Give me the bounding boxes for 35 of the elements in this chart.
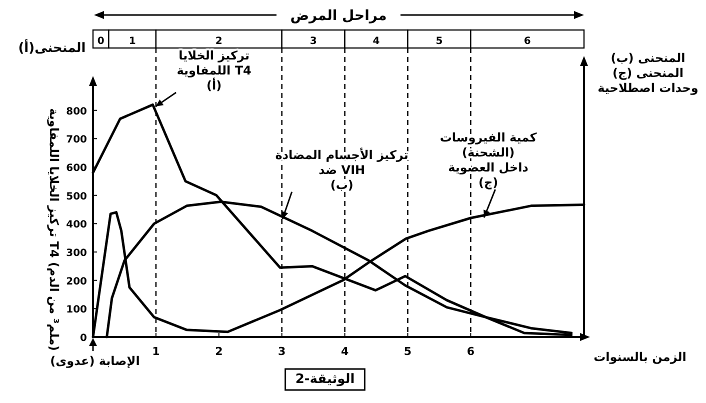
x-tick-label: 3 (278, 345, 286, 358)
y-tick-label: 200 (66, 276, 88, 288)
x-tick-label: 6 (466, 345, 475, 358)
y-tick-label: 600 (66, 163, 88, 174)
x-axis-title: الزمن بالسنوات (594, 350, 686, 364)
x-tick-label: 2 (215, 345, 223, 358)
annotation: 0 (97, 36, 104, 47)
annotation: كمية الفيروسات (الشحنة) داخل العضوية (ج) (440, 130, 537, 218)
annotation: تركيز الأجسام المضادة ضد VIH (ب) (275, 146, 408, 192)
y-tick-label: 300 (66, 248, 88, 259)
annotation: الوثيقة-2 (284, 368, 366, 391)
annotation: 1 (128, 36, 136, 47)
annotation: 2 (215, 36, 222, 47)
x-tick-label: 4 (340, 345, 349, 358)
x-tick-label: 5 (404, 345, 412, 358)
y2label: المنحنى (ب) المنحنى (ج) وحدات اصطلاحية (598, 51, 698, 95)
title: مراحل المرض (290, 8, 387, 24)
y-tick-label: 100 (66, 304, 88, 316)
annotation: تركيز الخلايا اللمفاوية T4 (أ) (155, 48, 252, 107)
annotation: تركيز الأجسام المضادة ضد VIH (ب) (275, 148, 408, 220)
y-axis-title: تركيز الخلايا اللمفاوية T4 (ملم³ من الدم) (47, 108, 61, 351)
annotation: 6 (524, 36, 531, 47)
annotation: الإصابة (عدوى) (50, 354, 140, 368)
y-tick-label: 0 (80, 333, 88, 344)
annotation: المنحنى(أ) (18, 41, 86, 56)
x-tick-label: 1 (152, 345, 160, 358)
annotation: 3 (310, 36, 317, 47)
annotation: كمية الفيروسات (الشحنة) داخل العضوية (ج) (440, 130, 537, 190)
y-tick-label: 800 (66, 106, 88, 118)
annotation: تركيز الخلايا اللمفاوية T4 (أ) (176, 48, 252, 92)
y-tick-label: 700 (66, 134, 88, 146)
annotation: 4 (372, 36, 380, 47)
y-tick-label: 400 (66, 220, 88, 231)
y-tick-label: 500 (66, 191, 88, 202)
annotation: 5 (436, 36, 443, 47)
